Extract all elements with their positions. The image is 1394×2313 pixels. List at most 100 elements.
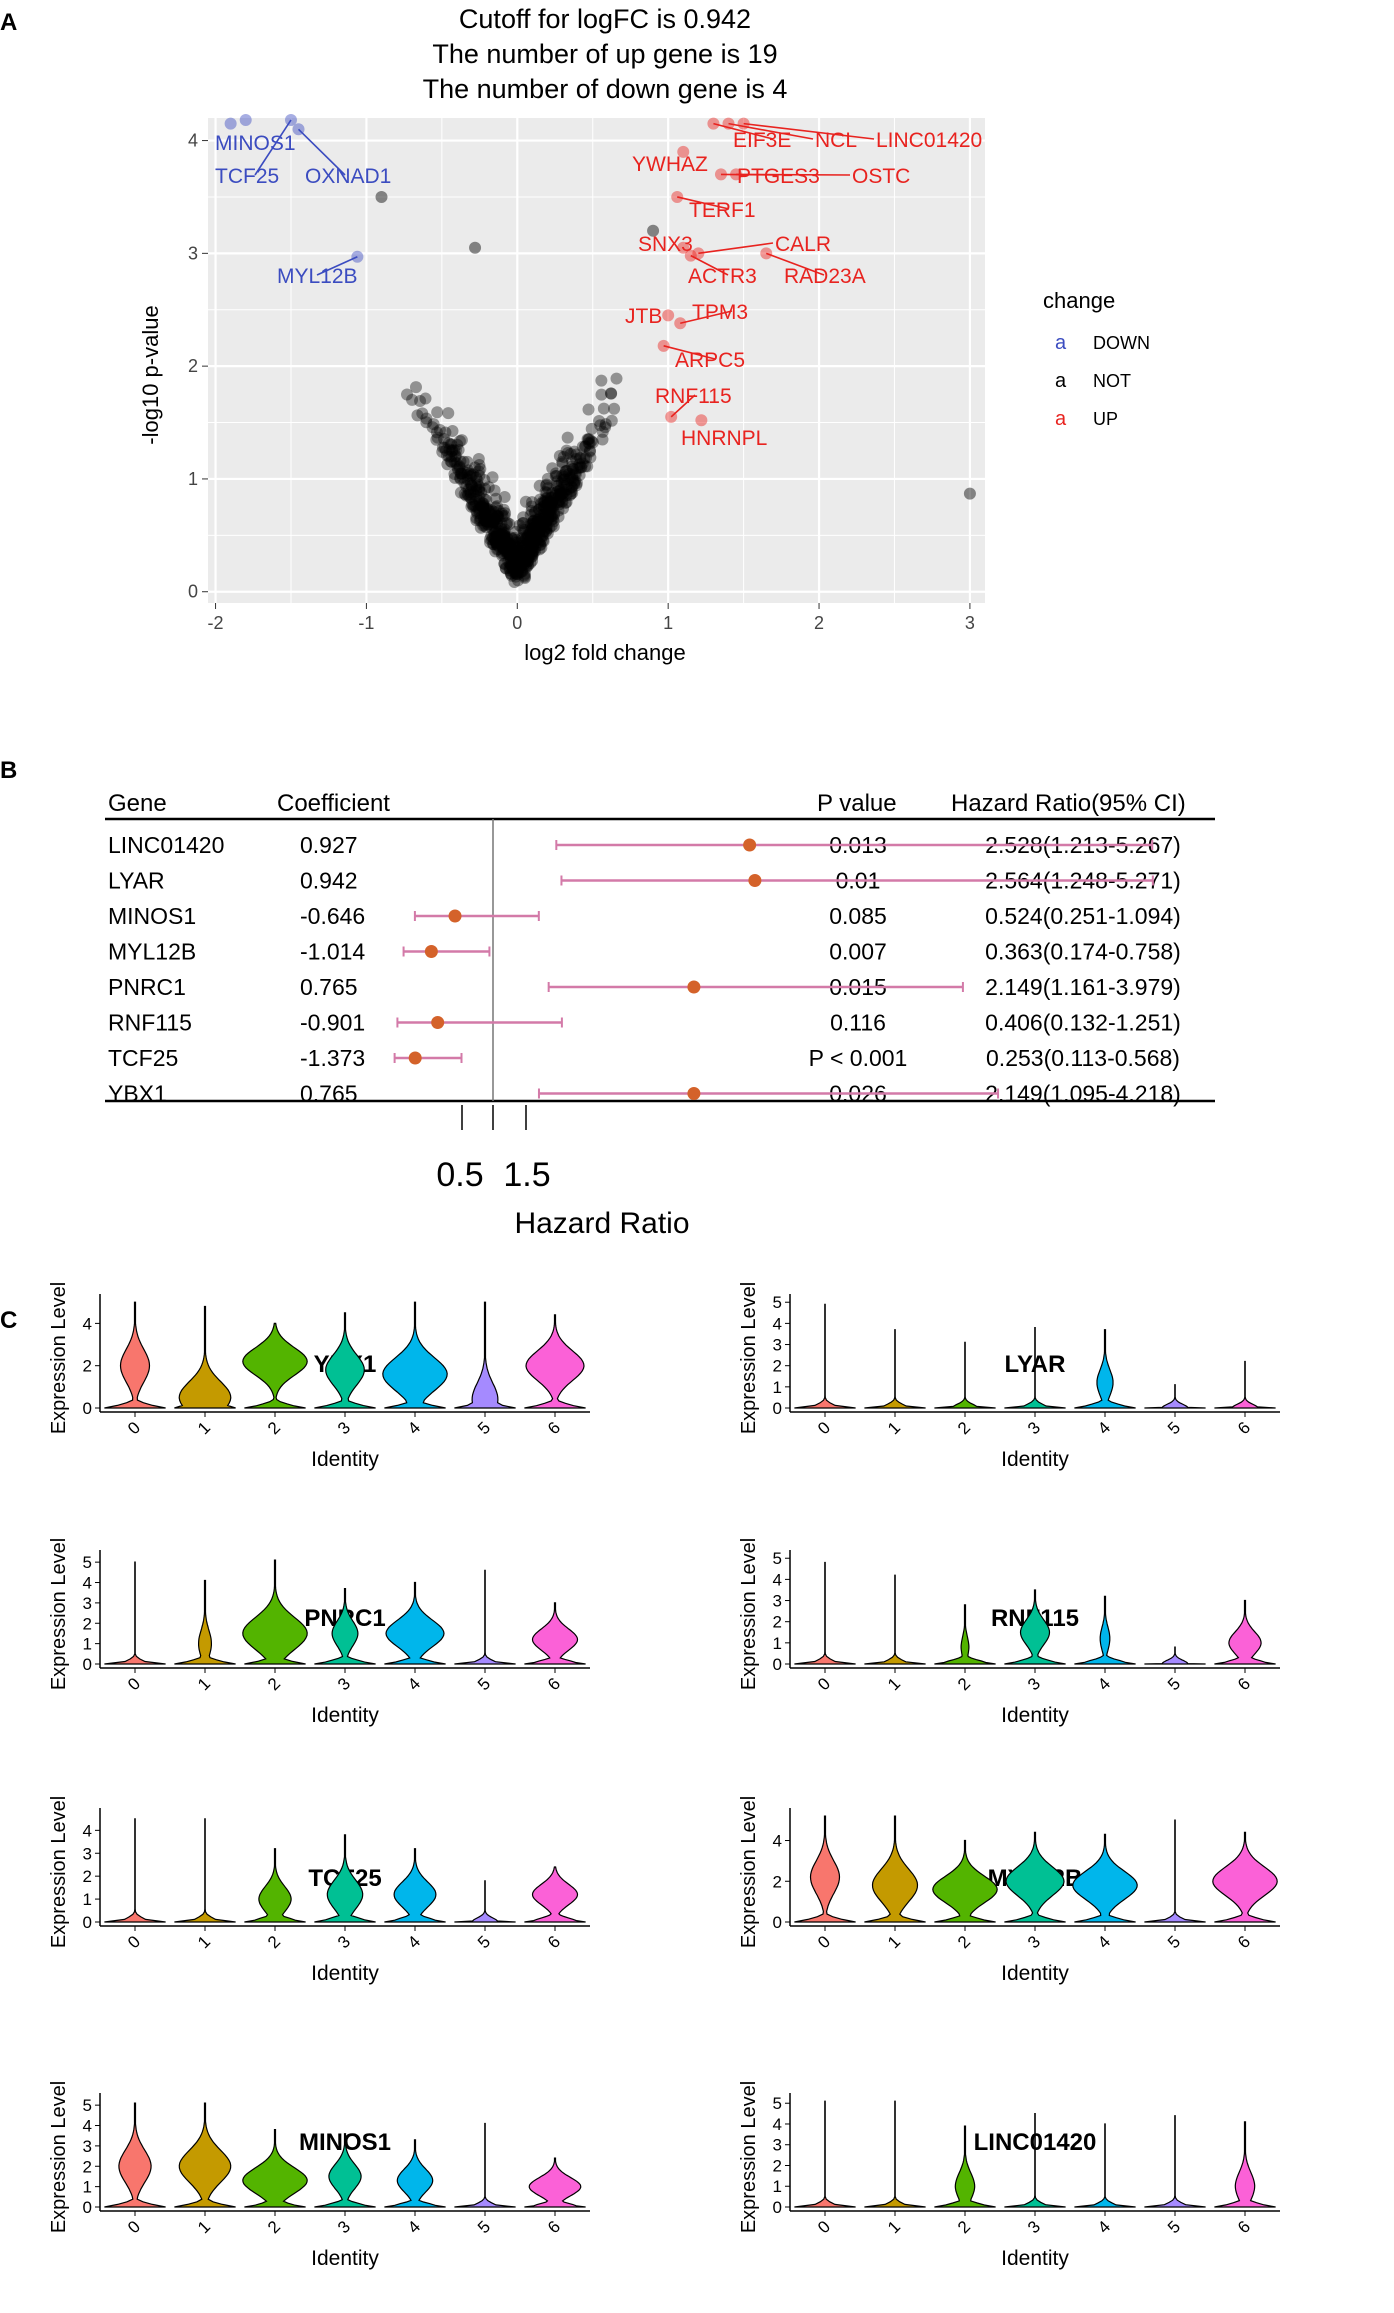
violin-x-tick-label: 0 (814, 1418, 834, 1438)
volcano-point (537, 511, 550, 524)
volcano-point (534, 497, 547, 510)
volcano-point (476, 497, 489, 510)
volcano-point (464, 488, 477, 501)
volcano-point (596, 433, 609, 446)
volcano-point (539, 486, 552, 499)
violin-panel-tcf25: TCF2501234Expression LevelIdentity012345… (48, 1796, 590, 1985)
gene-label-snx3: SNX3 (638, 233, 693, 256)
volcano-point (547, 499, 560, 512)
volcano-point (536, 529, 549, 542)
x-tick-label: -1 (358, 613, 374, 633)
volcano-point (534, 538, 547, 551)
volcano-point (545, 519, 558, 532)
row-gene: MYL12B (108, 939, 196, 965)
volcano-point (526, 547, 539, 560)
volcano-panel-background (208, 118, 985, 603)
volcano-point (515, 545, 528, 558)
gene-label-ptges3: PTGES3 (737, 165, 820, 188)
volcano-point (519, 559, 532, 572)
volcano-point (522, 529, 535, 542)
violin-x-tick-label: 6 (1234, 1674, 1254, 1694)
volcano-point (521, 560, 534, 573)
volcano-point (521, 533, 534, 546)
volcano-point (505, 558, 518, 571)
violin-y-tick-label: 2 (83, 2157, 92, 2176)
volcano-point (513, 519, 526, 532)
hr-point (448, 909, 462, 923)
volcano-point (541, 494, 554, 507)
violin-x-tick-label: 0 (814, 2217, 834, 2237)
volcano-point (557, 473, 570, 486)
volcano-point (498, 532, 511, 545)
y-tick-label: 4 (188, 131, 198, 151)
volcano-point (489, 545, 502, 558)
volcano-point (464, 486, 477, 499)
gene-label-eif3e: EIF3E (733, 129, 791, 152)
leader-line (765, 252, 825, 276)
volcano-point (520, 552, 533, 565)
volcano-point (452, 443, 465, 456)
violin-x-tick-label: 6 (544, 2217, 564, 2237)
volcano-point (560, 464, 573, 477)
volcano-point (522, 558, 535, 571)
violin-cluster-1 (174, 1579, 236, 1665)
volcano-point (520, 531, 533, 544)
volcano-point (508, 545, 521, 558)
volcano-point (496, 547, 509, 560)
volcano-point (509, 536, 522, 549)
volcano-point (438, 441, 451, 454)
violin-x-tick-label: 1 (884, 1932, 904, 1952)
forest-tick-label-1-5: 1.5 (503, 1156, 550, 1194)
volcano-point (488, 513, 501, 526)
volcano-point (446, 444, 459, 457)
volcano-point (473, 491, 486, 504)
volcano-point (544, 509, 557, 522)
volcano-point (510, 559, 523, 572)
violin-x-tick-label: 1 (194, 1418, 214, 1438)
volcano-point (503, 518, 516, 531)
forest-table: Gene Coefficient P value Hazard Ratio(95… (105, 790, 1215, 1240)
volcano-point (581, 433, 594, 446)
table-row: LYAR 0.942 0.01 2.564(1.248-5.271) (108, 868, 1181, 894)
volcano-point (541, 498, 554, 511)
volcano-point (524, 533, 537, 546)
volcano-point (581, 460, 594, 473)
volcano-point-down (224, 117, 237, 130)
violin-cluster-1 (174, 1305, 236, 1409)
volcano-point (492, 527, 505, 540)
volcano-point (523, 535, 536, 548)
volcano-point (541, 498, 554, 511)
volcano-point (479, 513, 492, 526)
volcano-point (487, 538, 500, 551)
volcano-point (526, 550, 539, 563)
volcano-point (472, 453, 485, 466)
volcano-point (501, 545, 514, 558)
volcano-point (511, 554, 524, 567)
x-tick-label: 3 (965, 613, 975, 633)
row-hazard-ratio: 2.149(1.161-3.979) (985, 974, 1181, 1000)
volcano-point (487, 512, 500, 525)
row-coefficient: 0.765 (300, 974, 358, 1000)
violin-x-tick-label: 5 (474, 1674, 494, 1694)
violin-y-tick-label: 1 (773, 2177, 782, 2196)
violin-cluster-2 (932, 1839, 998, 1923)
volcano-point (513, 560, 526, 573)
volcano-point (523, 547, 536, 560)
violin-cluster-4 (1074, 2123, 1136, 2208)
violin-y-label: Expression Level (738, 2081, 760, 2233)
violin-cluster-3 (314, 1588, 376, 1665)
gene-label-actr3: ACTR3 (688, 265, 757, 288)
violin-cluster-0 (794, 1815, 856, 1923)
violin-cluster-1 (174, 2102, 236, 2208)
y-tick-label: 0 (188, 582, 198, 602)
volcano-point (524, 543, 537, 556)
volcano-point (508, 560, 521, 573)
violin-x-tick-label: 4 (404, 1418, 424, 1438)
volcano-point (511, 561, 524, 574)
volcano-point (481, 502, 494, 515)
volcano-point (471, 474, 484, 487)
volcano-point (527, 544, 540, 557)
row-coefficient: 0.927 (300, 832, 358, 858)
volcano-point (540, 520, 553, 533)
volcano-point (473, 494, 486, 507)
